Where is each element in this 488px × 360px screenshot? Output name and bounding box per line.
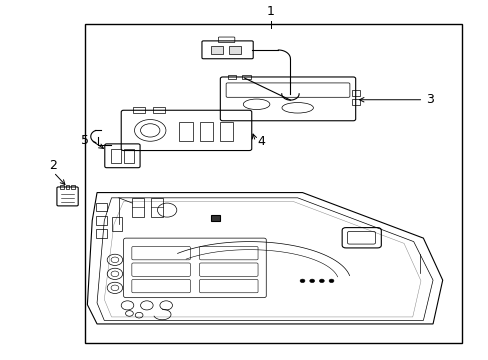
Circle shape — [328, 279, 333, 283]
Bar — [152, 107, 164, 113]
Text: 2: 2 — [49, 159, 58, 172]
Text: 3: 3 — [425, 93, 433, 106]
Bar — [111, 217, 122, 231]
Bar — [133, 107, 145, 113]
Text: 1: 1 — [266, 5, 274, 18]
Bar — [228, 46, 240, 54]
Bar — [96, 203, 106, 211]
Text: 4: 4 — [257, 135, 265, 148]
Bar — [150, 198, 163, 217]
Circle shape — [319, 279, 324, 283]
Circle shape — [300, 279, 305, 283]
Bar — [199, 122, 213, 141]
Bar — [220, 122, 233, 141]
Bar — [96, 229, 106, 238]
Bar — [65, 185, 69, 189]
Bar — [179, 122, 192, 141]
Circle shape — [309, 279, 314, 283]
Bar — [351, 99, 359, 105]
Bar — [242, 75, 250, 80]
Bar — [110, 149, 121, 163]
Bar — [96, 216, 106, 225]
Bar — [210, 46, 223, 54]
Bar — [132, 198, 144, 217]
Bar — [71, 185, 75, 189]
Bar — [227, 75, 236, 80]
Bar — [351, 90, 359, 96]
Bar — [123, 149, 134, 163]
Text: 5: 5 — [81, 134, 89, 147]
Bar — [60, 185, 64, 189]
Bar — [85, 24, 461, 343]
Bar — [210, 215, 220, 221]
